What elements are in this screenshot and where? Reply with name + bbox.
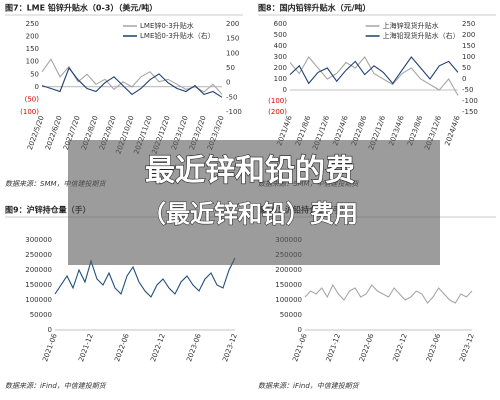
legend-label: LME铅0-3升贴水（右）: [140, 31, 215, 40]
chart-title: 图9：沪锌持仓量（手）: [5, 205, 91, 215]
series-line: [41, 58, 223, 95]
x-tick-label: 2022-12: [149, 333, 167, 363]
y-tick-label: 100000: [25, 296, 52, 304]
legend-label: 上海锌现货升贴水: [383, 21, 439, 30]
legend-label: 上海铅现货升贴水（右）: [383, 31, 460, 40]
y-tick-label: 200: [274, 64, 287, 72]
y2-tick-label: 200: [462, 31, 475, 39]
series-line: [289, 56, 459, 85]
chart-title: 图8：国内铅锌升贴水（元/吨）: [258, 3, 371, 13]
y2-tick-label: -100: [226, 108, 242, 116]
y-tick-label: (200): [268, 108, 287, 116]
y-tick-label: 300: [274, 53, 287, 61]
y-tick-label: 100: [26, 58, 39, 66]
y-tick-label: 200000: [275, 266, 302, 274]
y2-tick-label: 200: [226, 20, 239, 28]
x-tick-label: 2022-06: [113, 332, 131, 363]
y2-tick-label: 250: [462, 20, 475, 28]
y-tick-label: 100: [274, 75, 287, 83]
y-tick-label: 50: [30, 70, 39, 78]
x-tick-label: 2022-12: [391, 333, 409, 363]
y-tick-label: 250: [26, 20, 39, 28]
x-tick-label: 2022-06: [358, 332, 376, 363]
series-line: [289, 56, 459, 96]
y2-tick-label: 50: [226, 64, 235, 72]
source: 数据来源：iFind，中信建投期货: [258, 382, 360, 390]
chart-title: 图7：LME 铅锌升贴水（0-3）（美元/吨）: [5, 3, 157, 13]
y-tick-label: 250000: [25, 251, 52, 259]
y2-tick-label: -150: [462, 108, 478, 116]
y-tick-label: 600: [274, 20, 287, 28]
x-tick-label: 2022/5/20: [26, 115, 46, 151]
y-tick-label: 150: [26, 45, 39, 53]
y-tick-label: 300000: [25, 236, 52, 244]
y2-tick-label: -50: [226, 93, 237, 101]
x-tick-label: 2022/6/20: [44, 115, 64, 151]
y-tick-label: 50000: [280, 311, 302, 319]
source: 数据来源：SMM，中信建投期货: [5, 180, 107, 188]
y-tick-label: 150000: [275, 281, 302, 289]
y-tick-label: 200: [26, 33, 39, 41]
y-tick-label: 50000: [30, 311, 52, 319]
y-tick-label: 100000: [275, 296, 302, 304]
x-tick-label: 2024/4/6: [443, 114, 461, 147]
y2-tick-label: 100: [226, 49, 239, 57]
x-tick-label: 2021-06: [291, 332, 309, 363]
overlay-title: 最近锌和铅的费: [145, 154, 355, 189]
x-tick-label: 2021-06: [41, 332, 59, 363]
x-tick-label: 2023-12: [221, 333, 239, 363]
y2-tick-label: 150: [462, 42, 475, 50]
y2-tick-label: 100: [462, 53, 475, 61]
y2-tick-label: 150: [226, 35, 239, 43]
x-tick-label: 2021-12: [77, 333, 95, 363]
y2-tick-label: 50: [462, 64, 471, 72]
y-tick-label: 500: [274, 31, 287, 39]
overlay-subtitle: （最近锌和铅）费用: [142, 200, 358, 228]
y-tick-label: (100): [268, 97, 287, 105]
y-tick-label: 200000: [25, 266, 52, 274]
x-tick-label: 2023-12: [458, 333, 476, 363]
y-tick-label: 150000: [25, 281, 52, 289]
y-tick-label: 0: [298, 326, 302, 334]
y-tick-label: 0: [35, 83, 39, 91]
x-tick-label: 2023-06: [425, 332, 443, 363]
overlay-box: [68, 140, 440, 265]
y2-tick-label: 0: [462, 75, 466, 83]
y2-tick-label: 0: [226, 79, 230, 87]
y2-tick-label: -100: [462, 97, 478, 105]
x-tick-label: 2023-06: [185, 332, 203, 363]
series-line: [304, 283, 473, 304]
y-tick-label: 0: [283, 86, 287, 94]
y-tick-label: (100): [20, 108, 39, 116]
y-tick-label: (50): [25, 95, 40, 103]
source: 数据来源：iFind，中信建投期货: [5, 382, 107, 390]
y-tick-label: 0: [48, 326, 52, 334]
legend-label: LME锌0-3升贴水: [140, 21, 194, 30]
series-line: [54, 257, 236, 298]
y-tick-label: 400: [274, 42, 287, 50]
x-tick-label: 2021-12: [325, 333, 343, 363]
y2-tick-label: -50: [462, 86, 473, 94]
series-line: [41, 66, 223, 98]
